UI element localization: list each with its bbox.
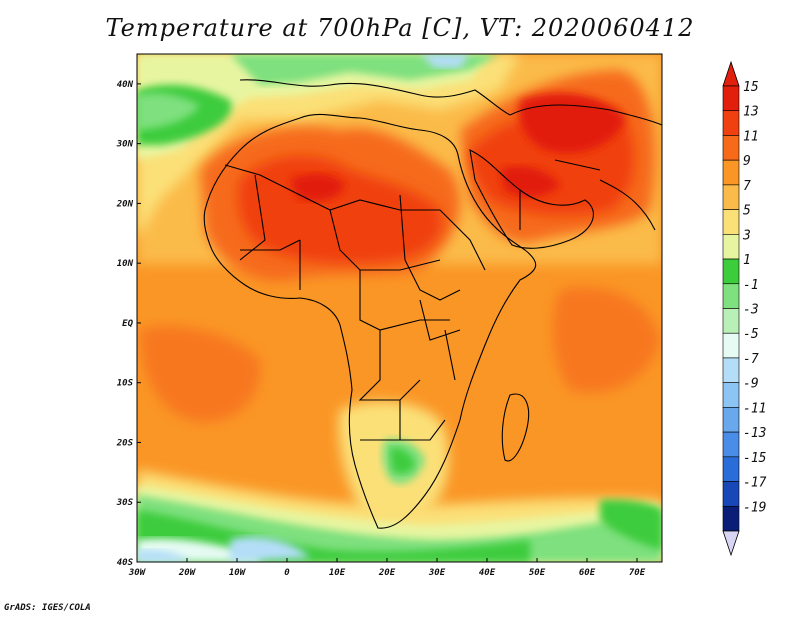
colorbar-swatch	[722, 505, 740, 532]
y-axis-ticks: 40N 30N 20N 10N EQ 10S 20S 30S 40S	[116, 80, 141, 568]
x-tick-label: 10W	[229, 568, 247, 578]
grads-credit: GrADS: IGES/COLA	[4, 603, 91, 613]
x-tick-label: 20W	[178, 568, 197, 578]
colorbar-label: -11	[743, 401, 766, 416]
colorbar-label: -19	[743, 500, 766, 515]
x-tick-label: 50E	[529, 568, 546, 578]
colorbar-label: -3	[743, 303, 759, 318]
colorbar-label: 11	[743, 129, 759, 144]
colorbar: 15 13 11 9 7 5 3 1 -1 -3 -5 -7 -9 -11 -13 -15 -17 -19	[722, 60, 767, 557]
colorbar-swatch	[722, 159, 740, 186]
y-tick-label: 20S	[116, 438, 134, 448]
colorbar-label: 13	[743, 105, 759, 120]
colorbar-max-arrow	[722, 60, 740, 87]
y-tick-label: 30N	[116, 140, 134, 150]
y-tick-label: EQ	[122, 319, 133, 329]
colorbar-swatch	[722, 382, 740, 408]
colorbar-swatch	[722, 184, 740, 210]
colorbar-swatch	[722, 85, 740, 112]
colorbar-swatch	[722, 456, 740, 482]
x-tick-label: 30W	[128, 568, 147, 578]
colorbar-swatch	[722, 283, 740, 309]
colorbar-label: 5	[743, 204, 751, 219]
colorbar-label: -5	[743, 327, 759, 342]
y-tick-label: 40N	[117, 80, 134, 90]
colorbar-label: 15	[743, 80, 759, 95]
colorbar-swatch	[722, 407, 740, 433]
colorbar-swatch	[722, 135, 740, 161]
colorbar-label: 1	[743, 253, 751, 268]
colorbar-label: 3	[742, 228, 751, 243]
colorbar-swatch	[722, 332, 740, 359]
y-tick-label: 10S	[117, 379, 134, 389]
colorbar-label: -9	[743, 377, 759, 392]
colorbar-label: -7	[743, 352, 759, 367]
colorbar-label: 7	[743, 179, 751, 194]
colorbar-swatch	[722, 357, 740, 383]
colorbar-swatch	[722, 258, 740, 285]
coastlines	[203, 79, 662, 529]
colorbar-label: 9	[743, 154, 751, 169]
colorbar-label: -15	[743, 451, 767, 466]
temperature-field	[137, 54, 662, 562]
y-tick-label: 10N	[117, 259, 134, 269]
colorbar-swatch	[722, 308, 740, 334]
colorbar-swatch	[722, 481, 740, 507]
x-tick-label: 20E	[378, 568, 396, 578]
colorbar-swatch	[722, 234, 740, 260]
x-tick-label: 10E	[329, 568, 346, 578]
colorbar-swatch	[722, 110, 740, 136]
x-tick-label: 0	[284, 568, 290, 578]
x-tick-label: 30E	[428, 568, 446, 578]
y-tick-label: 30S	[116, 498, 134, 508]
colorbar-swatch	[722, 209, 740, 235]
x-axis-ticks: 30W 20W 10W 0 10E 20E 30E 40E 50E 60E 70E	[128, 558, 646, 578]
plot-frame	[136, 53, 663, 563]
x-tick-label: 40E	[479, 568, 496, 578]
colorbar-swatch	[722, 431, 740, 458]
map-title: Temperature at 700hPa [C], VT: 202006041…	[105, 14, 695, 42]
x-tick-label: 70E	[629, 568, 646, 578]
x-tick-label: 60E	[579, 568, 596, 578]
colorbar-label: -1	[743, 278, 759, 293]
colorbar-label: -13	[743, 426, 766, 441]
y-tick-label: 20N	[116, 199, 134, 209]
colorbar-min-arrow	[722, 530, 740, 557]
y-tick-label: 40S	[117, 558, 134, 568]
colorbar-label: -17	[743, 476, 767, 491]
